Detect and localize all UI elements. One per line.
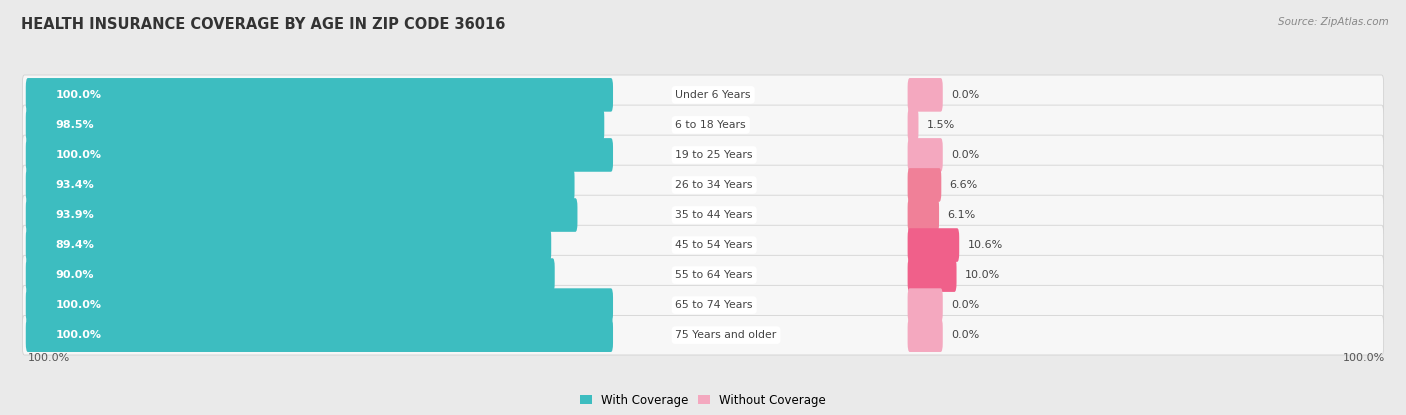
Text: 19 to 25 Years: 19 to 25 Years bbox=[675, 150, 754, 160]
FancyBboxPatch shape bbox=[25, 318, 613, 352]
Text: 6 to 18 Years: 6 to 18 Years bbox=[675, 120, 747, 130]
FancyBboxPatch shape bbox=[25, 258, 555, 292]
FancyBboxPatch shape bbox=[22, 105, 1384, 145]
FancyBboxPatch shape bbox=[25, 108, 605, 142]
FancyBboxPatch shape bbox=[908, 78, 943, 112]
Text: 26 to 34 Years: 26 to 34 Years bbox=[675, 180, 754, 190]
Text: 75 Years and older: 75 Years and older bbox=[675, 330, 776, 340]
Legend: With Coverage, Without Coverage: With Coverage, Without Coverage bbox=[579, 393, 827, 407]
Text: 100.0%: 100.0% bbox=[55, 300, 101, 310]
Text: 6.1%: 6.1% bbox=[948, 210, 976, 220]
FancyBboxPatch shape bbox=[22, 165, 1384, 205]
Text: 100.0%: 100.0% bbox=[55, 330, 101, 340]
FancyBboxPatch shape bbox=[22, 135, 1384, 175]
Text: 55 to 64 Years: 55 to 64 Years bbox=[675, 270, 754, 280]
FancyBboxPatch shape bbox=[25, 138, 613, 172]
Text: 0.0%: 0.0% bbox=[950, 90, 979, 100]
Text: 65 to 74 Years: 65 to 74 Years bbox=[675, 300, 754, 310]
Text: 100.0%: 100.0% bbox=[55, 90, 101, 100]
FancyBboxPatch shape bbox=[908, 138, 943, 172]
FancyBboxPatch shape bbox=[908, 168, 941, 202]
Text: 10.0%: 10.0% bbox=[965, 270, 1000, 280]
FancyBboxPatch shape bbox=[25, 228, 551, 262]
FancyBboxPatch shape bbox=[908, 258, 956, 292]
FancyBboxPatch shape bbox=[22, 195, 1384, 235]
Text: Under 6 Years: Under 6 Years bbox=[675, 90, 751, 100]
Text: HEALTH INSURANCE COVERAGE BY AGE IN ZIP CODE 36016: HEALTH INSURANCE COVERAGE BY AGE IN ZIP … bbox=[21, 17, 506, 32]
FancyBboxPatch shape bbox=[22, 315, 1384, 355]
FancyBboxPatch shape bbox=[908, 288, 943, 322]
FancyBboxPatch shape bbox=[22, 75, 1384, 115]
Text: Source: ZipAtlas.com: Source: ZipAtlas.com bbox=[1278, 17, 1389, 27]
Text: 6.6%: 6.6% bbox=[949, 180, 977, 190]
Text: 100.0%: 100.0% bbox=[1343, 353, 1385, 363]
Text: 93.9%: 93.9% bbox=[55, 210, 94, 220]
Text: 100.0%: 100.0% bbox=[28, 353, 70, 363]
Text: 10.6%: 10.6% bbox=[967, 240, 1002, 250]
Text: 89.4%: 89.4% bbox=[55, 240, 94, 250]
Text: 45 to 54 Years: 45 to 54 Years bbox=[675, 240, 754, 250]
FancyBboxPatch shape bbox=[25, 78, 613, 112]
FancyBboxPatch shape bbox=[25, 168, 575, 202]
Text: 90.0%: 90.0% bbox=[55, 270, 94, 280]
FancyBboxPatch shape bbox=[22, 225, 1384, 265]
Text: 0.0%: 0.0% bbox=[950, 330, 979, 340]
Text: 0.0%: 0.0% bbox=[950, 300, 979, 310]
Text: 93.4%: 93.4% bbox=[55, 180, 94, 190]
FancyBboxPatch shape bbox=[25, 288, 613, 322]
FancyBboxPatch shape bbox=[908, 228, 959, 262]
FancyBboxPatch shape bbox=[22, 255, 1384, 295]
FancyBboxPatch shape bbox=[908, 318, 943, 352]
Text: 1.5%: 1.5% bbox=[927, 120, 955, 130]
FancyBboxPatch shape bbox=[908, 198, 939, 232]
FancyBboxPatch shape bbox=[908, 108, 918, 142]
Text: 35 to 44 Years: 35 to 44 Years bbox=[675, 210, 754, 220]
FancyBboxPatch shape bbox=[25, 198, 578, 232]
Text: 0.0%: 0.0% bbox=[950, 150, 979, 160]
Text: 100.0%: 100.0% bbox=[55, 150, 101, 160]
Text: 98.5%: 98.5% bbox=[55, 120, 94, 130]
FancyBboxPatch shape bbox=[22, 285, 1384, 325]
